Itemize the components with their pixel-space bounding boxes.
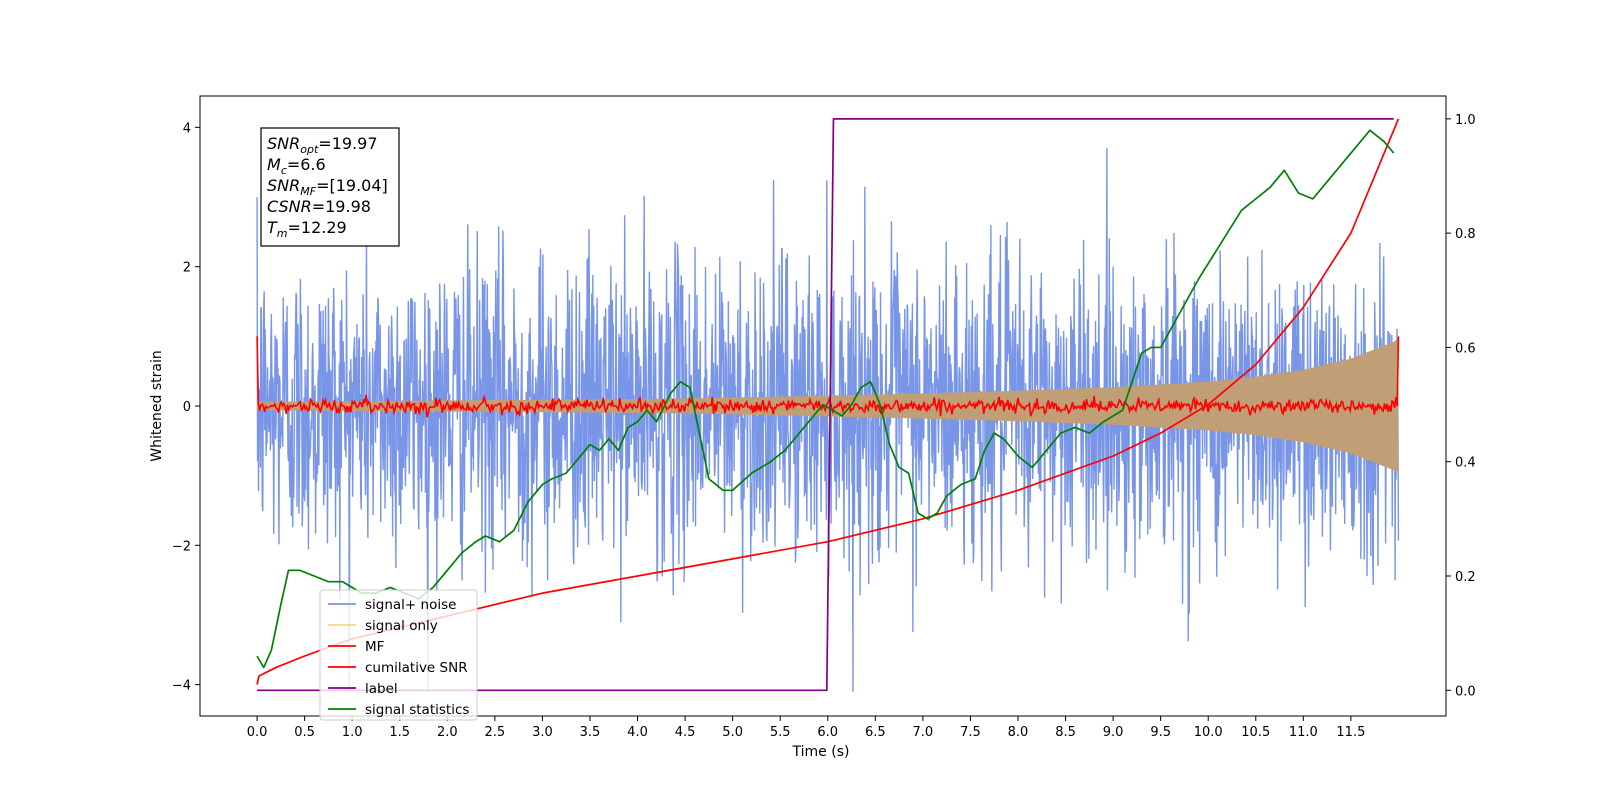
x-tick-label: 5.5 bbox=[770, 725, 791, 740]
annotation-frame bbox=[260, 127, 400, 247]
x-axis: 0.0 0.5 1.0 1.5 2.0 2.5 3.0 3.5 4.0 4.5 5.0 5.5 6.0 6… bbox=[247, 716, 1365, 740]
y-tick-label: 4 bbox=[183, 121, 191, 136]
plot-area bbox=[256, 118, 1400, 692]
x-tick-label: 0.0 bbox=[247, 725, 268, 740]
x-tick-label: 11.5 bbox=[1336, 725, 1365, 740]
x-tick-label: 11.0 bbox=[1289, 725, 1318, 740]
legend-label-label: label bbox=[365, 681, 398, 697]
y-tick-label: 2 bbox=[183, 261, 191, 276]
x-tick-label: 3.5 bbox=[580, 725, 601, 740]
annotation-line: CSNR=19.98 bbox=[267, 197, 371, 216]
legend-label-mf: MF bbox=[365, 639, 384, 655]
x-tick-label: 5.0 bbox=[722, 725, 743, 740]
y-tick-label: −2 bbox=[172, 539, 191, 554]
x-tick-label: 3.0 bbox=[532, 725, 553, 740]
annotation-line: SNRopt=19.97 bbox=[267, 134, 378, 156]
legend-label-signal-only: signal only bbox=[365, 618, 438, 634]
y2-tick-label: 0.2 bbox=[1455, 570, 1476, 585]
x-tick-label: 10.5 bbox=[1241, 725, 1270, 740]
x-tick-label: 2.5 bbox=[485, 725, 506, 740]
x-tick-label: 6.5 bbox=[865, 725, 886, 740]
legend-label-signal-statistics: signal statistics bbox=[365, 702, 469, 718]
y-tick-label: −4 bbox=[172, 679, 191, 694]
y2-tick-label: 0.0 bbox=[1455, 684, 1476, 699]
series-area-signal-only bbox=[257, 339, 1399, 473]
x-tick-label: 9.0 bbox=[1103, 725, 1124, 740]
x-tick-label: 10.0 bbox=[1194, 725, 1223, 740]
legend-label-signal-noise: signal+ noise bbox=[365, 597, 456, 613]
y2-axis: 0.0 0.2 0.4 0.6 0.8 1.0 bbox=[1446, 113, 1476, 699]
x-tick-label: 8.0 bbox=[1008, 725, 1029, 740]
y-tick-label: 0 bbox=[183, 400, 191, 415]
y2-tick-label: 0.6 bbox=[1455, 341, 1476, 356]
y2-tick-label: 0.8 bbox=[1455, 227, 1476, 242]
x-tick-label: 1.0 bbox=[342, 725, 363, 740]
series-line-label bbox=[257, 118, 1394, 692]
legend-label-cumilative-snr: cumilative SNR bbox=[365, 660, 468, 676]
annotation-line: SNRMF=[19.04] bbox=[267, 176, 388, 198]
x-tick-label: 0.5 bbox=[294, 725, 315, 740]
y2-tick-label: 0.4 bbox=[1455, 456, 1476, 471]
x-tick-label: 6.0 bbox=[817, 725, 838, 740]
legend: signal+ noise signal only MF cumilative SNR… bbox=[319, 589, 478, 721]
x-tick-label: 4.0 bbox=[627, 725, 648, 740]
y-axis-label: Whitened strain bbox=[149, 350, 165, 461]
x-tick-label: 7.0 bbox=[913, 725, 934, 740]
x-axis-label: Time (s) bbox=[792, 744, 850, 760]
y-axis: −4 −2 0 2 4 bbox=[172, 121, 200, 694]
x-tick-label: 2.0 bbox=[437, 725, 458, 740]
stats-annotation-box: SNRopt=19.97Mc=6.6SNRMF=[19.04]CSNR=19.9… bbox=[260, 127, 400, 247]
annotation-line: Tm=12.29 bbox=[267, 218, 347, 240]
series-line-signal-statistics bbox=[256, 129, 1395, 669]
y2-tick-label: 1.0 bbox=[1455, 113, 1476, 128]
series-line-signal-plus-noise bbox=[256, 147, 1400, 692]
legend-frame bbox=[319, 589, 478, 721]
series-line-mf bbox=[256, 336, 1400, 418]
x-tick-label: 7.5 bbox=[960, 725, 981, 740]
annotation-line: Mc=6.6 bbox=[267, 155, 326, 177]
x-tick-label: 9.5 bbox=[1150, 725, 1171, 740]
x-tick-label: 1.5 bbox=[389, 725, 410, 740]
x-tick-label: 4.5 bbox=[675, 725, 696, 740]
x-tick-label: 8.5 bbox=[1055, 725, 1076, 740]
